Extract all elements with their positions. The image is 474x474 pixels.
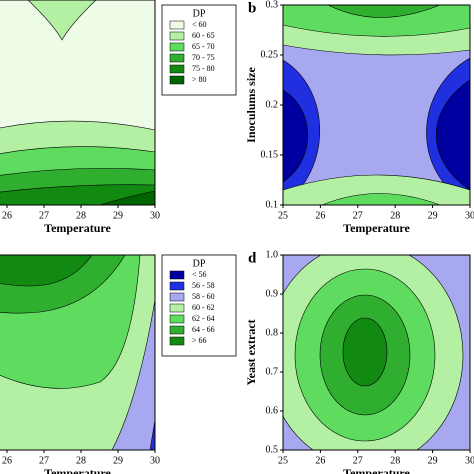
contour-region (99, 190, 155, 205)
contour-region (283, 5, 470, 205)
contour-region (0, 255, 93, 287)
contour-region (283, 89, 309, 183)
legend-swatch (169, 31, 185, 41)
legend-swatch (169, 281, 185, 291)
legend-label: 60 - 62 (192, 303, 215, 312)
x-tick-label: 28 (76, 210, 86, 221)
contour-region (436, 79, 470, 191)
legend-label: 56 - 58 (192, 281, 215, 290)
y-tick-label: 0.5 (266, 444, 279, 455)
contour-region (149, 419, 155, 450)
contour-region (342, 317, 388, 387)
legend-swatch (169, 64, 185, 74)
x-axis-label: Temperature (44, 466, 111, 474)
contour-region (283, 5, 470, 37)
legend-title: DP (193, 8, 206, 19)
x-tick-label: 26 (2, 455, 12, 466)
legend-swatch (169, 325, 185, 335)
y-axis-label: Inoculums size (244, 66, 258, 142)
x-tick-label: 27 (353, 455, 363, 466)
legend-swatch (169, 42, 185, 52)
y-tick-label: 0.15 (261, 149, 279, 160)
plot-frame (0, 0, 156, 206)
y-tick-label: 0.8 (266, 327, 279, 338)
x-tick-label: 30 (150, 455, 160, 466)
legend-label: 65 - 70 (192, 42, 215, 51)
legend-label: 75 - 80 (192, 64, 215, 73)
contour-region (321, 193, 441, 205)
legend-label: 64 - 66 (192, 325, 215, 334)
panel-letter: b (248, 0, 256, 16)
contour-region (283, 174, 470, 205)
x-tick-label: 29 (428, 210, 438, 221)
x-tick-label: 29 (113, 455, 123, 466)
x-tick-label: 26 (315, 455, 325, 466)
y-tick-label: 0.1 (266, 199, 279, 210)
panel-letter: d (248, 250, 257, 266)
plot-frame (0, 254, 156, 451)
x-tick-label: 28 (390, 210, 400, 221)
y-tick-label: 0.9 (266, 288, 279, 299)
legend-label: 60 - 65 (192, 31, 215, 40)
legend-label: 70 - 75 (192, 53, 215, 62)
x-tick-label: 30 (150, 210, 160, 221)
legend-swatch (169, 75, 185, 85)
x-tick-label: 27 (353, 210, 363, 221)
y-tick-label: 0.6 (266, 405, 279, 416)
x-tick-label: 25 (278, 210, 288, 221)
legend-label: > 80 (192, 75, 207, 84)
legend-swatch (169, 53, 185, 63)
y-tick-label: 0.3 (266, 0, 279, 10)
legend-swatch (169, 270, 185, 280)
legend-title: DP (193, 258, 206, 269)
legend-swatch (169, 303, 185, 313)
legend-swatch (169, 336, 185, 346)
x-tick-label: 28 (76, 455, 86, 466)
x-tick-label: 25 (278, 455, 288, 466)
x-tick-label: 30 (465, 210, 474, 221)
plot-frame (282, 254, 471, 451)
contour-plot (0, 0, 155, 205)
contour-region (27, 0, 97, 41)
y-tick-label: 0.25 (261, 49, 279, 60)
x-tick-label: 29 (428, 455, 438, 466)
x-tick-label: 27 (39, 210, 49, 221)
contour-plot (283, 255, 470, 450)
y-axis-label: Yeast extract (244, 319, 258, 385)
x-tick-label: 26 (2, 210, 12, 221)
legend-label: < 56 (192, 270, 207, 279)
legend-swatch (169, 314, 185, 324)
legend-swatch (169, 292, 185, 302)
legend-label: < 60 (192, 20, 207, 29)
y-tick-label: 0.2 (266, 99, 279, 110)
x-tick-label: 27 (39, 455, 49, 466)
y-tick-label: 1.0 (266, 249, 279, 260)
x-tick-label: 29 (113, 210, 123, 221)
x-tick-label: 26 (315, 210, 325, 221)
legend-label: 58 - 60 (192, 292, 215, 301)
x-axis-label: Temperature (343, 221, 410, 235)
contour-region (327, 5, 441, 18)
legend-label: > 66 (192, 336, 207, 345)
contour-region (0, 255, 155, 450)
legend-swatch (169, 20, 185, 30)
contour-plot (0, 255, 155, 450)
x-axis-label: Temperature (343, 466, 410, 474)
x-axis-label: Temperature (44, 221, 111, 235)
legend-label: 62 - 64 (192, 314, 215, 323)
x-tick-label: 30 (465, 455, 474, 466)
x-tick-label: 28 (390, 455, 400, 466)
y-tick-label: 0.7 (266, 366, 279, 377)
contour-plot (283, 5, 470, 205)
